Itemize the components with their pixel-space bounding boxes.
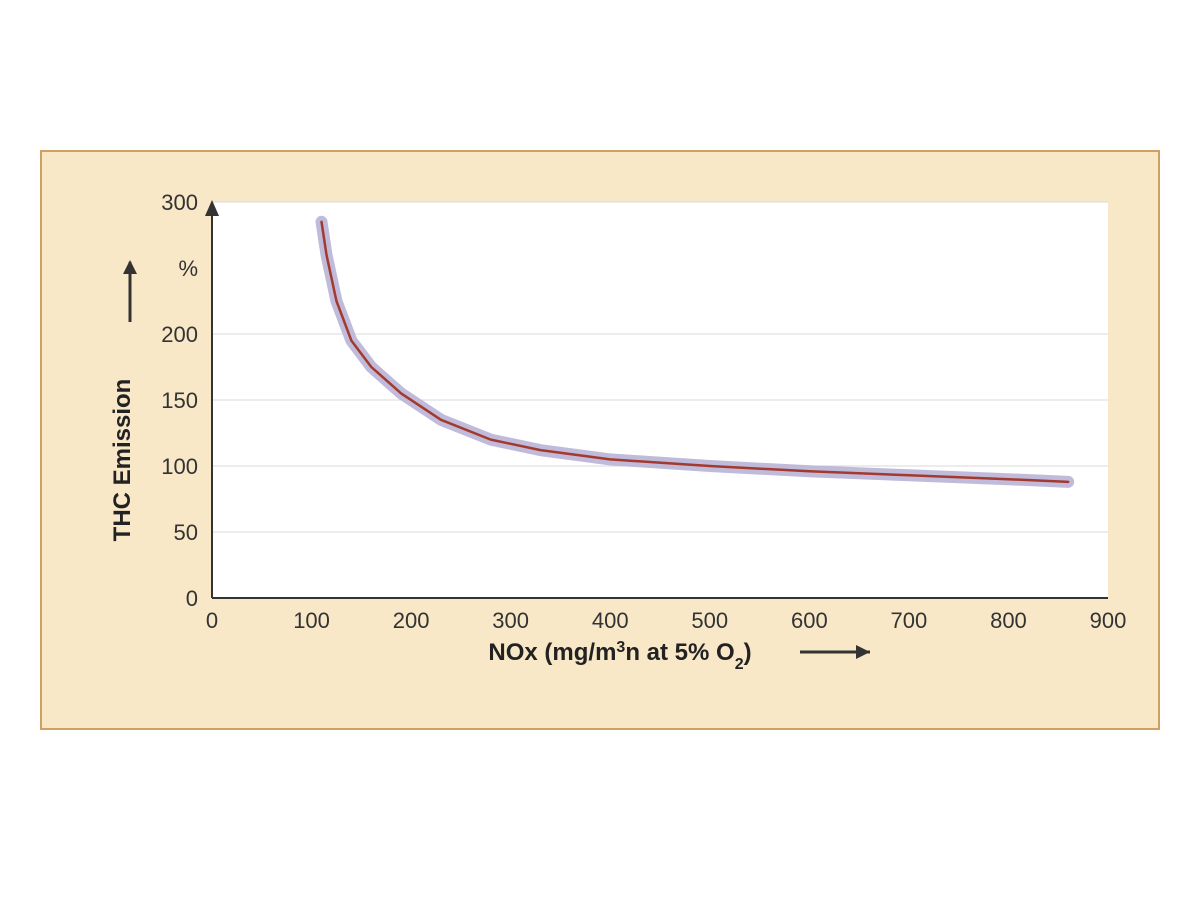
y-tick-label: 100 [161,454,198,479]
x-tick-label: 800 [990,608,1027,633]
x-tick-label: 600 [791,608,828,633]
x-tick-label: 500 [691,608,728,633]
y-unit-label: % [178,256,198,281]
y-arrow-head [123,260,137,274]
y-tick-label: 0 [186,586,198,611]
x-tick-label: 300 [492,608,529,633]
chart-svg: 0 100 200 300 400 500 600 700 800 900 0 50 100 150 200… [102,182,1128,678]
x-tick-label: 900 [1090,608,1127,633]
x-tick-label: 400 [592,608,629,633]
y-tick-label: 200 [161,322,198,347]
x-axis-title: NOx (mg/m3n at 5% O2) [488,639,751,673]
y-axis-title: THC Emission [109,379,136,542]
y-tick-label: 300 [161,190,198,215]
x-tick-label: 100 [293,608,330,633]
chart-frame: 0 100 200 300 400 500 600 700 800 900 0 50 100 150 200… [40,150,1160,730]
x-tick-label: 200 [393,608,430,633]
y-tick-label: 150 [161,388,198,413]
y-tick-label: 50 [174,520,198,545]
x-tick-label: 0 [206,608,218,633]
chart-area: 0 100 200 300 400 500 600 700 800 900 0 50 100 150 200… [102,182,1128,678]
x-tick-label: 700 [891,608,928,633]
x-arrow-head [856,645,870,659]
